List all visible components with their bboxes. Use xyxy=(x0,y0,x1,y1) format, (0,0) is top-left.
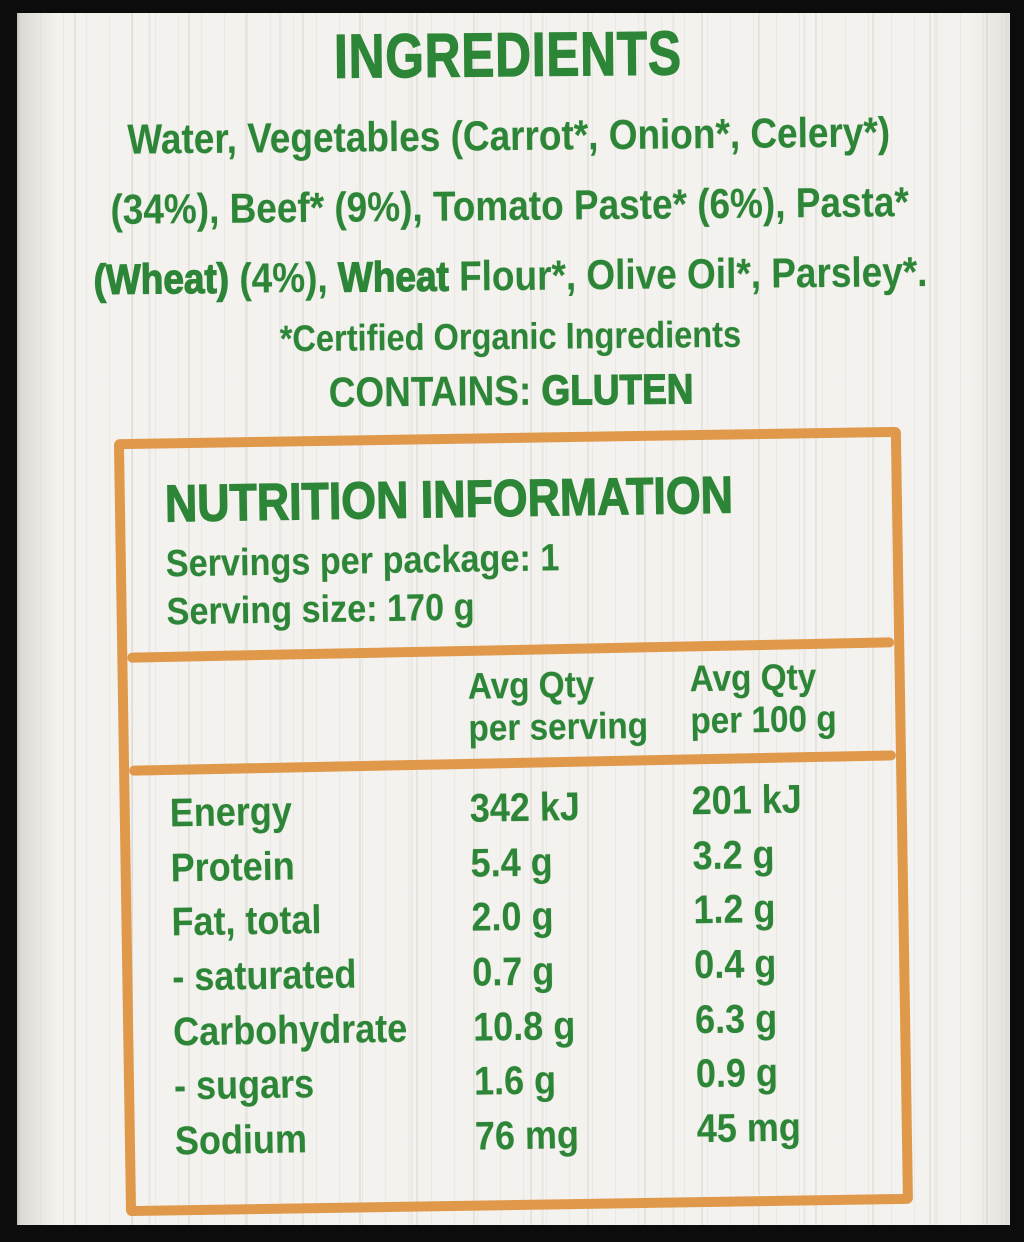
product-label: INGREDIENTS Water, Vegetables (Carrot*, … xyxy=(17,13,1010,1225)
label-content: INGREDIENTS Water, Vegetables (Carrot*, … xyxy=(11,8,1016,1229)
value-per-100g: 45 mg xyxy=(696,1105,802,1152)
value-per-serving: 2.0 g xyxy=(471,894,554,940)
ingredients-list: Water, Vegetables (Carrot*, Onion*, Cele… xyxy=(12,96,1007,316)
value-per-100g: 201 kJ xyxy=(691,777,803,824)
value-per-100g: 3.2 g xyxy=(692,832,775,879)
table-row-sodium: Sodium 76 mg 45 mg xyxy=(135,1106,903,1166)
ingredients-title-text: INGREDIENTS xyxy=(333,19,683,92)
value-per-100g: 0.9 g xyxy=(695,1050,779,1097)
nutrient-label: Fat, total xyxy=(171,898,322,945)
nutrient-label: Sodium xyxy=(174,1117,308,1164)
table-row-saturated: - saturated 0.7 g 0.4 g xyxy=(132,942,900,1002)
value-per-serving: 342 kJ xyxy=(469,784,581,831)
value-per-serving: 76 mg xyxy=(474,1113,580,1159)
nutrient-label: - sugars xyxy=(173,1062,315,1109)
allergen-wheat-1: (Wheat) xyxy=(92,254,230,304)
ingredients-title: INGREDIENTS xyxy=(11,18,1005,94)
table-row-energy: Energy 342 kJ 201 kJ xyxy=(129,777,897,838)
nutrient-label: - saturated xyxy=(172,952,357,1000)
table-row-fat-total: Fat, total 2.0 g 1.2 g xyxy=(131,887,899,947)
ingredients-line-2: (34%), Beef* (9%), Tomato Paste* (6%), P… xyxy=(110,178,909,233)
ingredients-line-3-text: (Wheat) (4%), Wheat Flour*, Olive Oil*, … xyxy=(92,248,928,304)
value-per-100g: 0.4 g xyxy=(693,941,777,988)
value-per-100g: 1.2 g xyxy=(693,886,776,933)
allergen-wheat-2: Wheat xyxy=(337,252,450,301)
nutrient-label: Protein xyxy=(170,844,295,891)
allergen-contains-statement: CONTAINS: GLUTEN xyxy=(15,360,1008,422)
nutrient-label: Carbohydrate xyxy=(172,1006,408,1055)
nutrition-table: Energy 342 kJ 201 kJ Protein 5.4 g 3.2 g… xyxy=(124,437,903,1206)
contains-value: GLUTEN xyxy=(541,365,695,415)
value-per-serving: 1.6 g xyxy=(473,1058,557,1104)
value-per-serving: 10.8 g xyxy=(472,1004,576,1050)
value-per-serving: 0.7 g xyxy=(471,949,555,995)
value-per-serving: 5.4 g xyxy=(470,840,553,886)
ingredients-line-1: Water, Vegetables (Carrot*, Onion*, Cele… xyxy=(127,108,891,163)
organic-note: *Certified Organic Ingredients xyxy=(279,313,742,360)
nutrient-label: Energy xyxy=(169,789,293,836)
ingredients-line-3: (Wheat) (4%), Wheat Flour*, Olive Oil*, … xyxy=(13,236,1007,316)
contains-text: CONTAINS: GLUTEN xyxy=(328,363,695,418)
contains-label: CONTAINS: xyxy=(328,366,532,416)
nutrition-panel: NUTRITION INFORMATION Servings per packa… xyxy=(113,426,913,1217)
table-row-sugars: - sugars 1.6 g 0.9 g xyxy=(134,1051,902,1111)
value-per-100g: 6.3 g xyxy=(694,996,778,1043)
